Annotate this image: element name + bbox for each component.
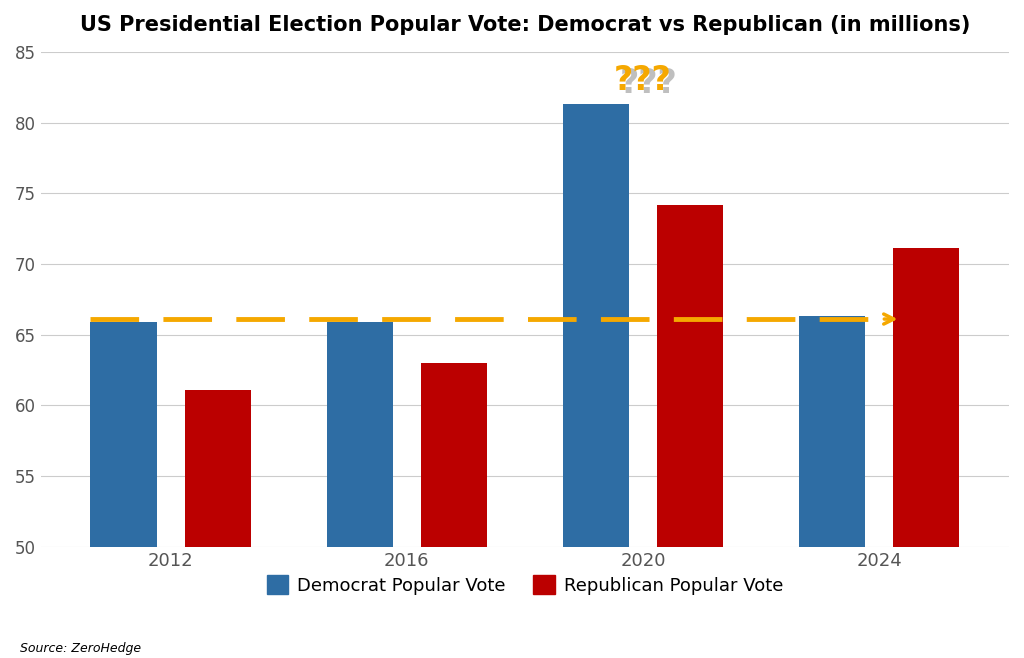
- Legend: Democrat Popular Vote, Republican Popular Vote: Democrat Popular Vote, Republican Popula…: [259, 569, 791, 602]
- Bar: [90, 322, 157, 658]
- Bar: [799, 316, 865, 658]
- Text: ???: ???: [620, 67, 678, 100]
- Bar: [893, 248, 959, 658]
- Bar: [185, 390, 251, 658]
- Title: US Presidential Election Popular Vote: Democrat vs Republican (in millions): US Presidential Election Popular Vote: D…: [80, 15, 970, 35]
- Bar: [657, 205, 723, 658]
- Bar: [421, 363, 487, 658]
- Bar: [327, 322, 392, 658]
- Text: Source: ZeroHedge: Source: ZeroHedge: [20, 642, 141, 655]
- Bar: [563, 104, 629, 658]
- Text: ???: ???: [614, 64, 672, 97]
